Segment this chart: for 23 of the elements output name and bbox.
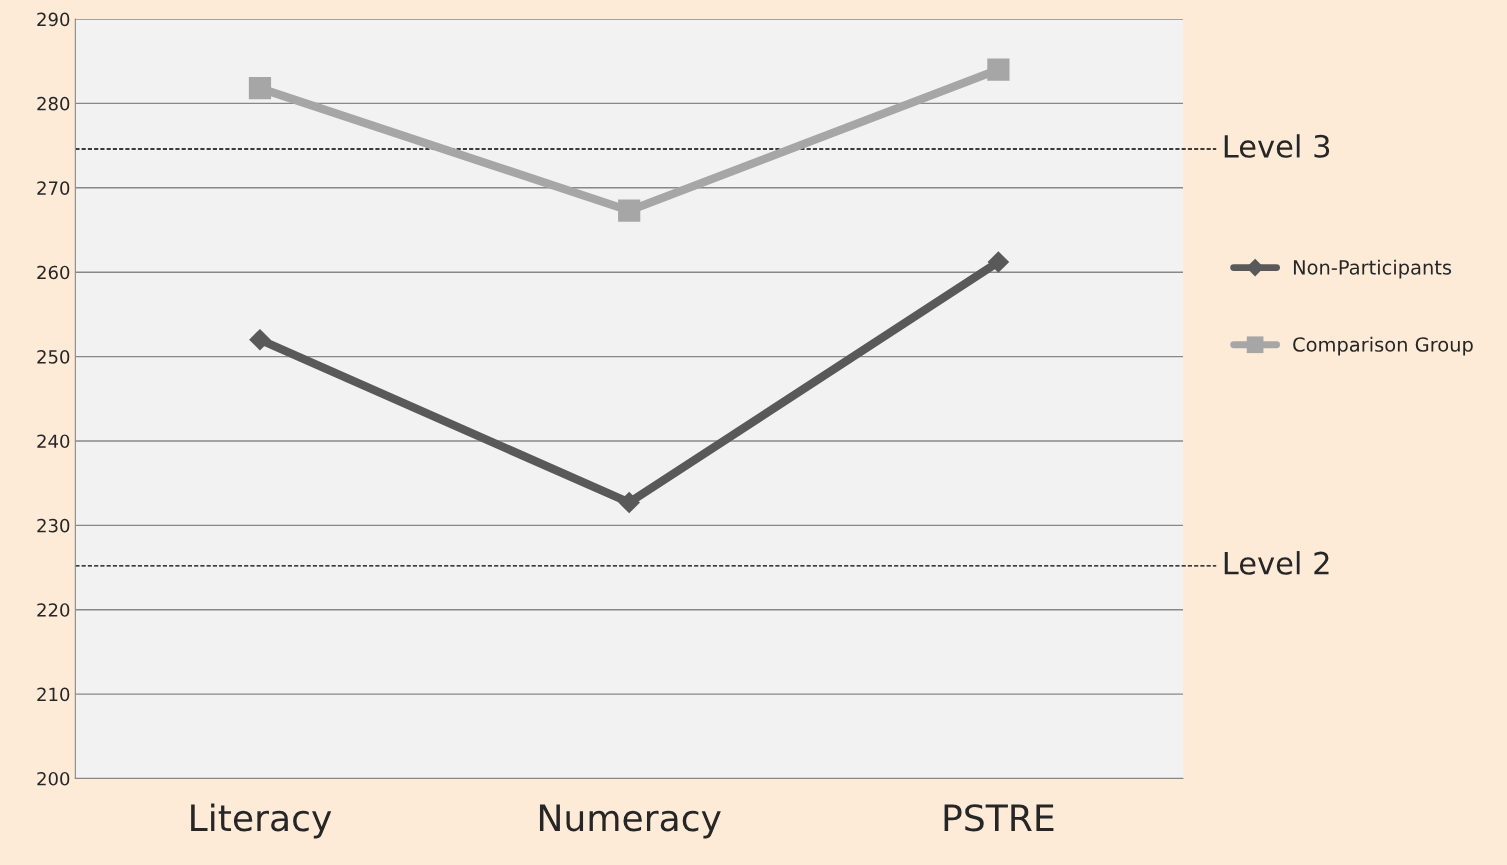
ref-line-label: Level 3 [1224, 134, 1330, 158]
ref-line-label: Level 2 [1224, 551, 1329, 575]
point [987, 251, 1010, 273]
x-tick-label: PSTRE [944, 804, 1054, 832]
y-tick-label: 250 [37, 350, 70, 364]
point [987, 58, 1010, 81]
y-tick-label: 220 [37, 603, 70, 617]
point [618, 491, 640, 514]
x-tick-label: Literacy [191, 803, 332, 839]
legend-label: Comparison Group [1293, 336, 1473, 356]
legend-label: Non-Participants [1293, 259, 1452, 279]
y-tick-label: 270 [37, 181, 70, 195]
y-tick-label: 280 [37, 96, 70, 111]
y-tick-label: 210 [37, 687, 70, 702]
y-tick-label: 240 [37, 434, 70, 449]
y-tick-label: 260 [37, 265, 70, 280]
y-tick-label: 290 [37, 12, 70, 27]
y-tick-label: 200 [37, 771, 70, 786]
point [249, 328, 271, 351]
point [618, 199, 641, 222]
x-tick-label: Numeracy [539, 804, 721, 839]
point [248, 77, 272, 100]
y-tick-label: 230 [37, 518, 70, 533]
